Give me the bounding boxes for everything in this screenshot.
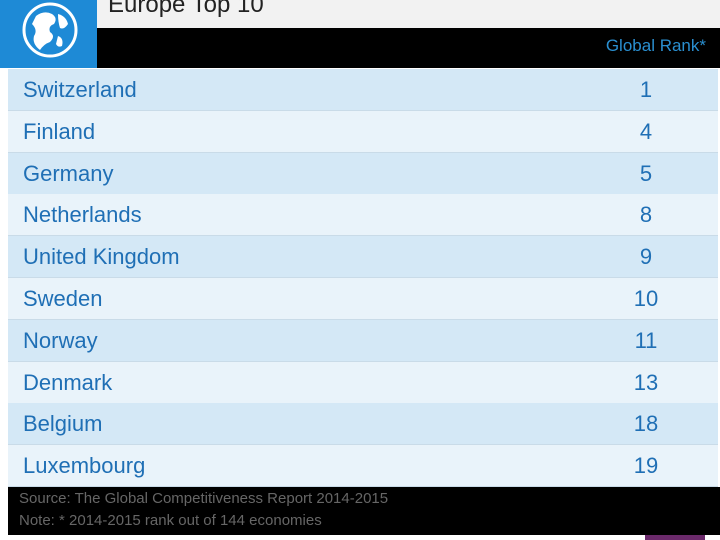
global-rank: 1 bbox=[639, 77, 653, 102]
source-note: Source: The Global Competitiveness Repor… bbox=[19, 490, 389, 507]
country-name: Germany bbox=[23, 160, 114, 186]
table-row: Sweden 10 bbox=[8, 278, 718, 320]
country-name: Denmark bbox=[23, 369, 113, 395]
table-row: Switzerland 1 bbox=[8, 69, 718, 111]
country-name: Switzerland bbox=[23, 77, 137, 102]
global-rank: 11 bbox=[634, 327, 658, 353]
table-row: Belgium 18 bbox=[8, 403, 718, 446]
global-rank: 13 bbox=[633, 369, 659, 395]
table-row: Denmark 13 bbox=[8, 361, 718, 404]
country-name: Netherlands bbox=[23, 202, 142, 228]
footnote: Note: * 2014-2015 rank out of 144 econom… bbox=[19, 512, 322, 529]
global-rank: 9 bbox=[639, 244, 653, 270]
global-rank: 5 bbox=[639, 160, 653, 186]
table-row: Luxembourg 19 bbox=[8, 445, 718, 488]
country-name: Luxembourg bbox=[23, 453, 146, 479]
logo bbox=[0, 0, 97, 68]
country-name: Sweden bbox=[23, 286, 103, 311]
global-rank: 18 bbox=[633, 411, 659, 437]
footer-bar bbox=[8, 487, 720, 535]
global-rank: 19 bbox=[633, 453, 659, 479]
header-bar bbox=[97, 28, 720, 68]
table-row: Germany 5 bbox=[8, 152, 718, 195]
table-row: Netherlands 8 bbox=[8, 194, 718, 237]
global-rank: 4 bbox=[639, 118, 653, 144]
country-name: Belgium bbox=[23, 411, 103, 437]
table-row: Finland 4 bbox=[8, 110, 718, 153]
column-header: Global Rank* bbox=[605, 36, 706, 55]
table-row: United Kingdom 9 bbox=[8, 236, 718, 279]
country-name: Norway bbox=[23, 327, 98, 353]
title-strip bbox=[97, 0, 720, 28]
global-rank: 10 bbox=[633, 286, 659, 311]
globe-icon bbox=[22, 2, 78, 58]
country-name: Finland bbox=[23, 118, 96, 144]
corner-accent bbox=[645, 535, 705, 540]
title: Europe Top 10 bbox=[108, 0, 264, 18]
country-name: United Kingdom bbox=[23, 244, 180, 270]
global-rank: 8 bbox=[639, 202, 653, 228]
table-row: Norway 11 bbox=[8, 319, 718, 362]
